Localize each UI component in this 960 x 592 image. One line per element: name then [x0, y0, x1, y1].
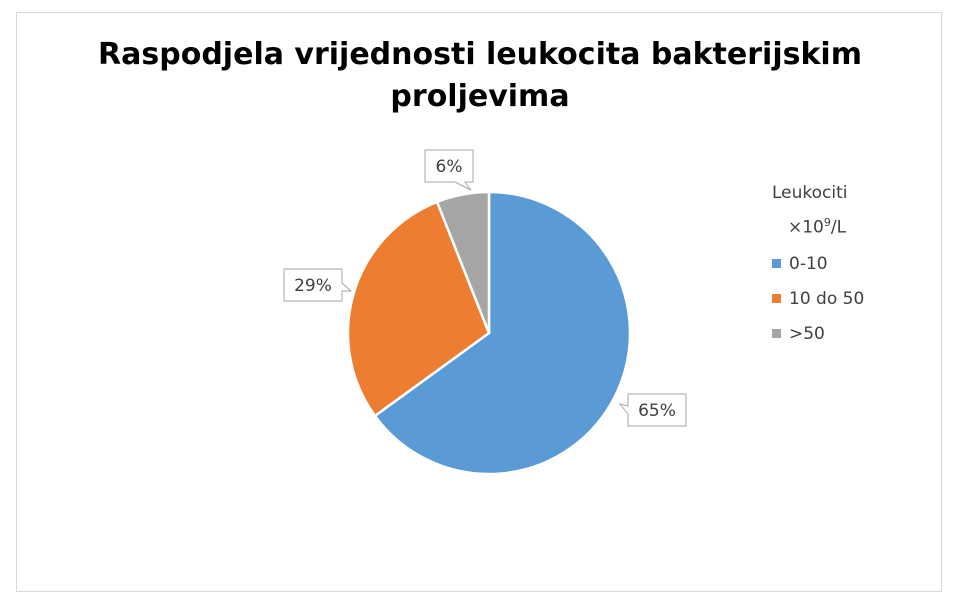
- pie-slice-over-50: [435, 190, 491, 335]
- data-label-box-0-10: [618, 393, 687, 427]
- legend-item-10-do-50: 10 do 50: [772, 284, 864, 314]
- data-label-over-50: 6%: [424, 149, 474, 191]
- data-label-0-10: 65%: [618, 393, 687, 427]
- legend-unit-base: ×10: [788, 217, 824, 238]
- legend-unit-exponent: 9: [823, 216, 831, 229]
- legend-swatch-over-50: [772, 329, 781, 339]
- chart-title-line-1: Raspodjela vrijednosti leukocita bakteri…: [98, 37, 862, 72]
- data-label-10-do-50: 29%: [283, 268, 353, 302]
- legend-label-over-50: >50: [789, 323, 825, 344]
- legend-item-0-10: 0-10: [772, 249, 864, 279]
- legend-title-line-1: Leukociti: [772, 183, 848, 203]
- legend-label-0-10: 0-10: [789, 253, 828, 274]
- legend-swatch-0-10: [772, 259, 781, 269]
- data-label-box-over-50: [424, 149, 474, 191]
- data-label-text-over-50: 6%: [436, 157, 463, 177]
- data-label-text-0-10: 65%: [638, 401, 676, 421]
- legend-item-over-50: >50: [772, 319, 864, 349]
- pie-slice-0-10: [373, 190, 632, 476]
- chart-title-line-2: proljevima: [390, 79, 570, 114]
- legend: Leukociti ×109/L 0-10 10 do 50 >50: [772, 178, 864, 354]
- data-label-box-10-do-50: [283, 268, 353, 302]
- legend-title: Leukociti ×109/L: [772, 178, 864, 243]
- legend-swatch-10-do-50: [772, 294, 781, 304]
- legend-unit-suffix: /L: [830, 217, 847, 238]
- pie-slice-10-do-50: [346, 200, 491, 418]
- chart-title: Raspodjela vrijednosti leukocita bakteri…: [0, 34, 960, 118]
- legend-label-10-do-50: 10 do 50: [789, 288, 865, 309]
- data-label-text-10-do-50: 29%: [294, 276, 332, 296]
- legend-title-line-2: ×109/L: [772, 208, 864, 243]
